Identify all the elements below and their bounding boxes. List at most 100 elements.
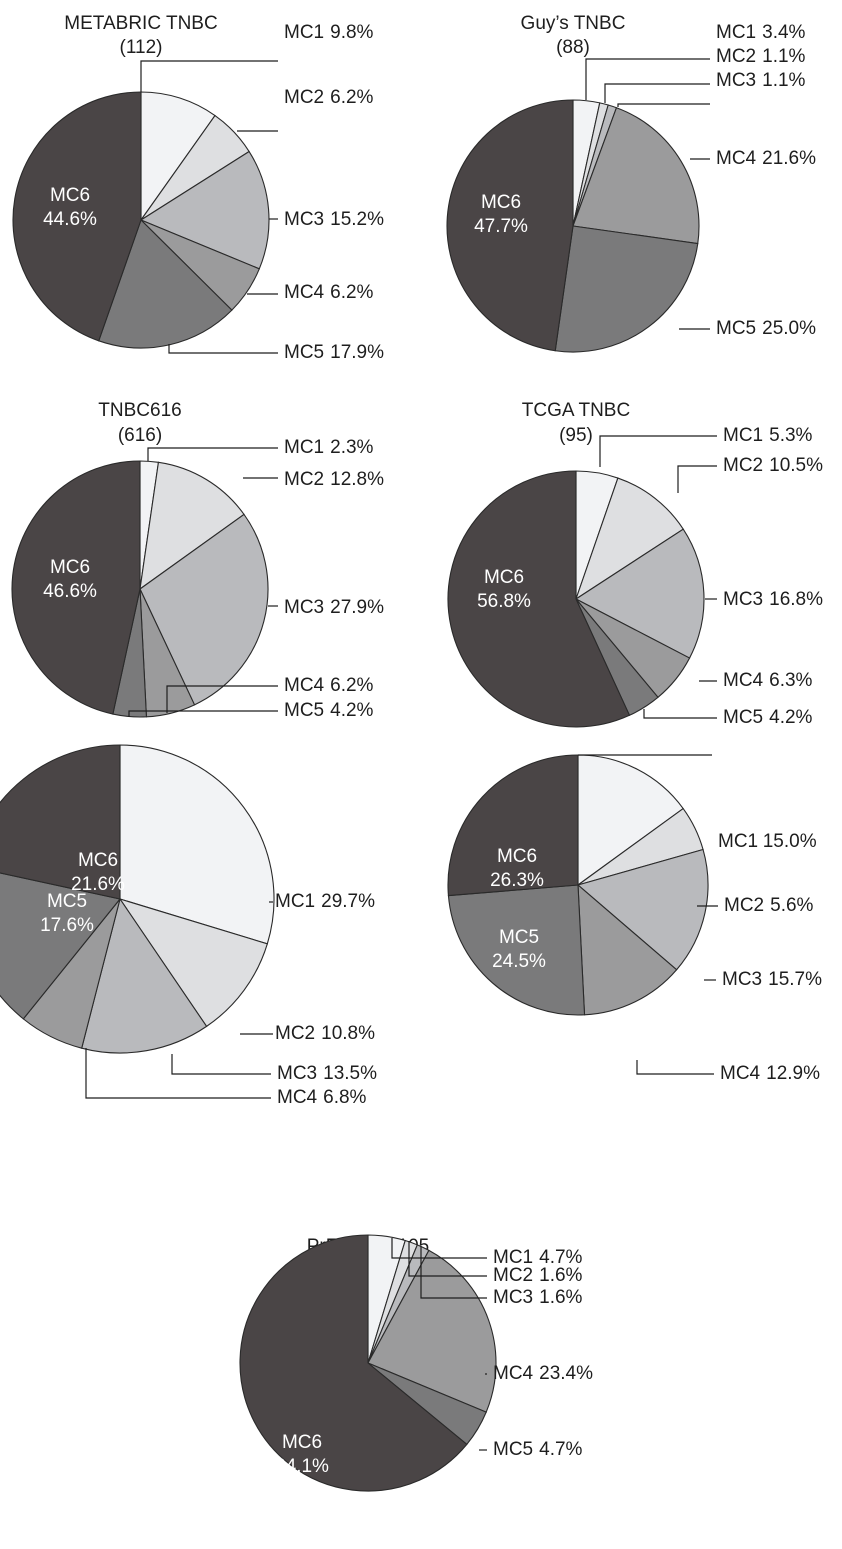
slice-label-value: 27.9% bbox=[330, 597, 384, 618]
slice-label-value: 23.4% bbox=[539, 1363, 593, 1384]
pie-tnbc616: TNBC616 (616) MC1 2.3% MC2 12.8% MC3 27.9% MC4 6.… bbox=[11, 400, 384, 721]
pie-slice-mc3 bbox=[574, 528, 705, 659]
pie-sanofi-phase-ii: Sanofi Phase II(74)MC129.7%MC210.8%MC313… bbox=[0, 744, 377, 1108]
slice-label-mc5: MC5 4.7% bbox=[493, 1439, 583, 1460]
slice-label-value: 16.8% bbox=[769, 589, 823, 610]
chart-subtitle: (616) bbox=[118, 425, 162, 446]
slice-label-name: MC1 bbox=[493, 1247, 533, 1268]
slice-label-mc1: MC1 3.4% bbox=[716, 22, 806, 43]
slice-label-mc3: MC3 27.9% bbox=[284, 597, 384, 618]
slice-label-name: MC3 bbox=[284, 597, 324, 618]
slice-label-mc1: MC1 29.7% bbox=[275, 891, 375, 912]
slice-value-mc6: 56.8% bbox=[477, 591, 531, 612]
slice-label-name: MC2 bbox=[284, 469, 324, 490]
leader-line-mc3 bbox=[420, 1246, 487, 1299]
slice-label-name: MC2 bbox=[724, 895, 764, 916]
slice-label-name: MC3 bbox=[277, 1063, 317, 1084]
slice-value-mc6: 47.7% bbox=[474, 216, 528, 237]
slice-label-name: MC5 bbox=[723, 707, 763, 728]
pie-slice-mc2 bbox=[118, 898, 269, 1028]
slice-label-mc6: MC6 bbox=[484, 567, 524, 588]
slice-label-value: 4.7% bbox=[539, 1439, 582, 1460]
slice-label-value: 29.7% bbox=[321, 891, 375, 912]
slice-label-value: 15.2% bbox=[330, 209, 384, 230]
pie-guy-s-tnbc: Guy’s TNBC (88) MC1 3.4% MC2 1.1% MC3 1.1% MC4 21… bbox=[446, 13, 816, 353]
pie-precog-0105: PrECOG 0105(64)MC14.7%MC21.6%MC31.6%MC42… bbox=[239, 1234, 593, 1492]
slice-label-mc4: MC4 6.2% bbox=[284, 282, 374, 303]
slice-label-name: MC3 bbox=[723, 589, 763, 610]
slice-label-value: 1.6% bbox=[539, 1287, 582, 1308]
pie-slice-mc3 bbox=[576, 848, 709, 971]
slice-value-mc6: 21.6% bbox=[71, 874, 125, 895]
leader-line-mc1 bbox=[585, 58, 710, 100]
leader-line-mc2 bbox=[604, 83, 710, 103]
slice-label-name: MC3 bbox=[284, 209, 324, 230]
chart-title: Guy’s TNBC bbox=[521, 13, 626, 34]
slice-label-value: 6.2% bbox=[330, 675, 373, 696]
pie-metabric-tnbc: METABRIC TNBC (112) MC1 9.8% MC2 6.2% MC3 15.2%… bbox=[12, 13, 384, 363]
pie-slice-mc5 bbox=[447, 884, 586, 1016]
pie-slice-mc6 bbox=[11, 460, 141, 715]
slice-label-name: MC5 bbox=[284, 700, 324, 721]
leader-line-mc4 bbox=[85, 1048, 271, 1099]
slice-label-mc5: MC5 4.2% bbox=[723, 707, 813, 728]
slice-label-name: MC4 bbox=[720, 1063, 761, 1084]
chart-subtitle: (112) bbox=[120, 37, 163, 58]
slice-label-value: 4.7% bbox=[539, 1247, 582, 1268]
leader-line-mc4 bbox=[166, 685, 278, 713]
slice-label-value: 3.4% bbox=[762, 22, 805, 43]
leader-line-mc1 bbox=[140, 60, 278, 92]
slice-label-mc2: MC2 1.1% bbox=[716, 46, 806, 67]
slice-label-name: MC5 bbox=[716, 318, 756, 339]
chart-subtitle: (95) bbox=[559, 425, 593, 446]
slice-label-mc4: MC4 6.8% bbox=[277, 1087, 367, 1108]
slice-label-mc2: MC2 5.6% bbox=[724, 895, 814, 916]
pie-slice-mc6 bbox=[447, 470, 631, 728]
pie-slice-mc1 bbox=[119, 744, 275, 945]
slice-label-mc1: MC1 15.0% bbox=[718, 831, 817, 852]
slice-label-mc5: MC5 25.0% bbox=[716, 318, 816, 339]
slice-label-name: MC3 bbox=[493, 1287, 533, 1308]
pie-slice-mc6 bbox=[239, 1234, 468, 1492]
leader-line-mc2 bbox=[408, 1241, 487, 1277]
slice-label-value: 6.2% bbox=[330, 87, 373, 108]
chart-title: TNBC616 bbox=[98, 400, 181, 421]
leader-line-mc2 bbox=[677, 465, 717, 493]
slice-label-value: 1.6% bbox=[539, 1265, 582, 1286]
pie-slice-mc6 bbox=[12, 91, 142, 342]
slice-label-mc2: MC2 10.8% bbox=[275, 1023, 375, 1044]
slice-label-mc6: MC6 bbox=[497, 846, 537, 867]
slice-label-value: 6.3% bbox=[769, 670, 812, 691]
slice-label-mc1: MC1 9.8% bbox=[284, 22, 374, 43]
slice-label-mc6: MC6 bbox=[481, 192, 521, 213]
slice-label-name: MC5 bbox=[493, 1439, 533, 1460]
slice-label-value: 12.9% bbox=[766, 1063, 820, 1084]
slice-label-name: MC3 bbox=[722, 969, 762, 990]
pie-slice-mc6 bbox=[446, 99, 574, 352]
slice-label-mc4: MC4 12.9% bbox=[720, 1063, 820, 1084]
slice-label-name: MC4 bbox=[723, 670, 764, 691]
slice-label-value: 5.6% bbox=[770, 895, 813, 916]
pie-slice-mc3 bbox=[81, 897, 208, 1054]
chart-title: TCGA TNBC bbox=[522, 400, 630, 421]
slice-label-mc1: MC1 5.3% bbox=[723, 425, 813, 446]
slice-label-value: 6.2% bbox=[330, 282, 373, 303]
slice-label-value: 4.2% bbox=[330, 700, 373, 721]
pie-slice-mc3 bbox=[139, 150, 270, 270]
pie-slice-mc4 bbox=[367, 1249, 497, 1413]
leader-line-mc1 bbox=[391, 1238, 487, 1259]
pie-slice-mc6 bbox=[447, 754, 579, 897]
leader-line-mc3 bbox=[171, 1054, 271, 1075]
slice-label-name: MC4 bbox=[284, 675, 325, 696]
pie-slice-mc1 bbox=[140, 91, 216, 222]
pie-slice-mc2 bbox=[574, 477, 685, 601]
leader-line-mc1 bbox=[599, 435, 717, 467]
slice-label-value: 17.9% bbox=[330, 342, 384, 363]
slice-label-value: 1.1% bbox=[762, 70, 805, 91]
slice-label-mc4: MC4 6.3% bbox=[723, 670, 813, 691]
leader-line-mc3 bbox=[617, 103, 710, 107]
pie-slice-mc5 bbox=[554, 225, 699, 353]
slice-label-name: MC2 bbox=[284, 87, 324, 108]
pie-slice-mc5 bbox=[0, 872, 121, 1020]
